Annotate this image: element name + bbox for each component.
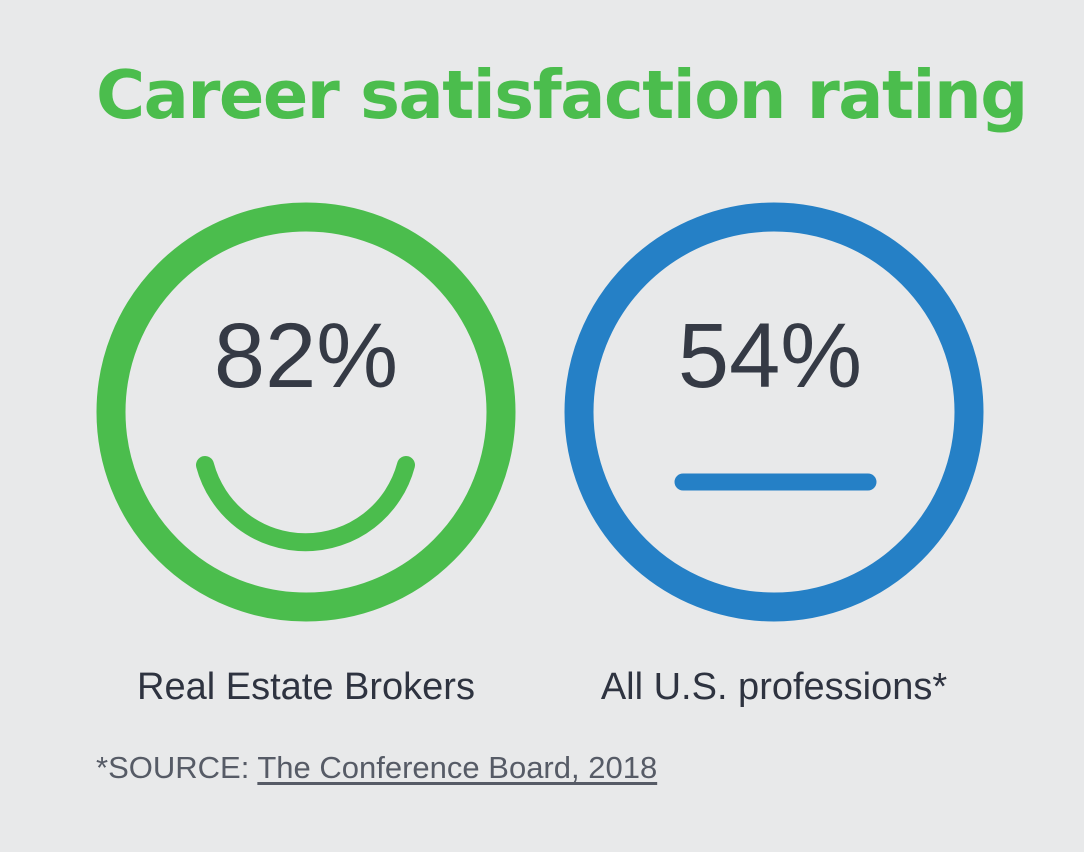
smiley-face-ring <box>96 202 516 622</box>
smiley-face-icon: 82% <box>96 202 516 622</box>
neutral-face-ring <box>564 202 984 622</box>
source-note: *SOURCE: The Conference Board, 2018 <box>96 752 657 783</box>
real-estate-brokers-percent: 82% <box>214 305 398 407</box>
neutral-face-icon: 54% <box>564 202 984 622</box>
source-link[interactable]: The Conference Board, 2018 <box>257 750 658 785</box>
real-estate-brokers-label: Real Estate Brokers <box>137 666 475 708</box>
all-professions-percent: 54% <box>678 305 862 407</box>
smile-mouth <box>196 456 415 552</box>
infographic-title: Career satisfaction rating <box>96 56 1028 134</box>
all-professions-label: All U.S. professions* <box>600 666 948 708</box>
source-prefix: *SOURCE: <box>96 750 258 785</box>
